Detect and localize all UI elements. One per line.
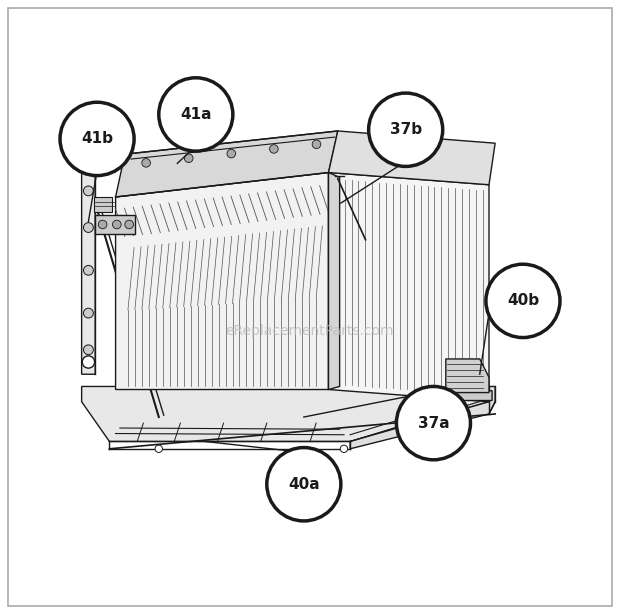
Circle shape	[112, 220, 121, 229]
Circle shape	[340, 445, 348, 453]
Polygon shape	[446, 359, 489, 392]
Circle shape	[396, 386, 471, 460]
Circle shape	[142, 158, 151, 167]
Polygon shape	[329, 173, 340, 389]
Circle shape	[60, 103, 134, 176]
Circle shape	[486, 264, 560, 338]
Circle shape	[82, 356, 95, 368]
Circle shape	[159, 78, 233, 151]
Polygon shape	[82, 386, 489, 441]
Circle shape	[84, 223, 94, 233]
Circle shape	[84, 345, 94, 355]
Circle shape	[84, 265, 94, 275]
Circle shape	[155, 445, 162, 453]
Circle shape	[125, 220, 133, 229]
Text: 40a: 40a	[288, 476, 320, 492]
Circle shape	[84, 308, 94, 318]
Circle shape	[270, 145, 278, 154]
Circle shape	[84, 186, 94, 196]
Polygon shape	[115, 131, 338, 197]
Circle shape	[369, 93, 443, 166]
Circle shape	[312, 140, 321, 149]
Circle shape	[267, 448, 341, 521]
Text: 41b: 41b	[81, 131, 113, 146]
Text: 41a: 41a	[180, 107, 211, 122]
Circle shape	[184, 154, 193, 163]
Polygon shape	[350, 386, 495, 449]
Text: eReplacementParts.com: eReplacementParts.com	[226, 324, 394, 338]
Polygon shape	[82, 166, 95, 375]
FancyBboxPatch shape	[94, 197, 112, 212]
Polygon shape	[115, 173, 329, 389]
Text: 40b: 40b	[507, 293, 539, 308]
Polygon shape	[443, 391, 492, 400]
Circle shape	[99, 220, 107, 229]
Text: 37a: 37a	[418, 416, 450, 430]
Circle shape	[227, 149, 236, 158]
Polygon shape	[329, 131, 495, 185]
Polygon shape	[95, 216, 135, 234]
Polygon shape	[329, 173, 489, 402]
Text: 37b: 37b	[389, 122, 422, 138]
